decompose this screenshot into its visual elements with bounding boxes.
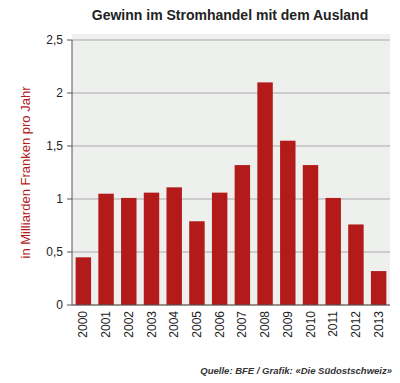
source: Quelle: BFE / Grafik: «Die Südostschweiz… <box>200 365 392 376</box>
x-tick-label: 2013 <box>372 311 386 338</box>
grid-line <box>72 93 390 94</box>
bar <box>235 165 250 305</box>
grid-line <box>72 252 390 253</box>
grid-line <box>72 199 390 200</box>
bar <box>98 194 113 305</box>
y-tick <box>67 40 72 41</box>
x-tick-label: 2010 <box>304 311 318 338</box>
x-tick-label: 2005 <box>190 311 204 338</box>
x-tick-label: 2012 <box>349 311 363 338</box>
y-tick-label: 2,5 <box>46 33 63 47</box>
chart-container: 0 0,5 1 1,5 2 2,5 2000 2001 2002 2003 2004 2005 2006… <box>0 0 400 383</box>
bar <box>348 224 363 305</box>
bar <box>76 257 91 305</box>
y-tick <box>67 93 72 94</box>
x-tick-label: 2003 <box>145 311 159 338</box>
y-axis-label: in Milliarden Franken pro Jahr <box>18 86 33 259</box>
chart-svg: 0 0,5 1 1,5 2 2,5 2000 2001 2002 2003 2004 2005 2006… <box>0 0 400 383</box>
y-tick <box>67 199 72 200</box>
y-tick <box>67 305 72 306</box>
grid-line <box>72 40 390 41</box>
bar <box>325 198 340 305</box>
x-tick-label: 2004 <box>167 311 181 338</box>
x-tick-label: 2002 <box>122 311 136 338</box>
y-tick-label: 2 <box>56 86 63 100</box>
x-tick-label: 2007 <box>235 311 249 338</box>
y-tick-label: 1,5 <box>46 139 63 153</box>
grid-line <box>72 146 390 147</box>
x-tick-label: 2001 <box>99 311 113 338</box>
y-tick-label: 0,5 <box>46 245 63 259</box>
y-axis-line <box>72 40 73 305</box>
bar <box>371 271 386 305</box>
bar <box>189 221 204 305</box>
grid-line <box>72 305 390 306</box>
y-tick-label: 0 <box>56 298 63 312</box>
bar <box>144 193 159 305</box>
y-tick <box>67 146 72 147</box>
title: Gewinn im Stromhandel mit dem Ausland <box>92 7 368 23</box>
bar <box>280 141 295 305</box>
bar <box>121 198 136 305</box>
y-tick-label: 1 <box>56 192 63 206</box>
bar <box>303 165 318 305</box>
x-tick-label: 2009 <box>281 311 295 338</box>
bar <box>212 193 227 305</box>
plot-background <box>72 34 390 305</box>
x-axis-line <box>72 305 390 306</box>
bar <box>166 187 181 305</box>
bars <box>76 82 387 305</box>
x-tick-label: 2008 <box>258 311 272 338</box>
x-tick-label: 2011 <box>326 311 340 337</box>
x-tick-label: 2006 <box>213 311 227 338</box>
bar <box>257 82 272 305</box>
y-tick <box>67 252 72 253</box>
page: {"chart_data": {"type": "bar", "title": … <box>0 0 400 383</box>
x-tick-label: 2000 <box>76 311 90 338</box>
